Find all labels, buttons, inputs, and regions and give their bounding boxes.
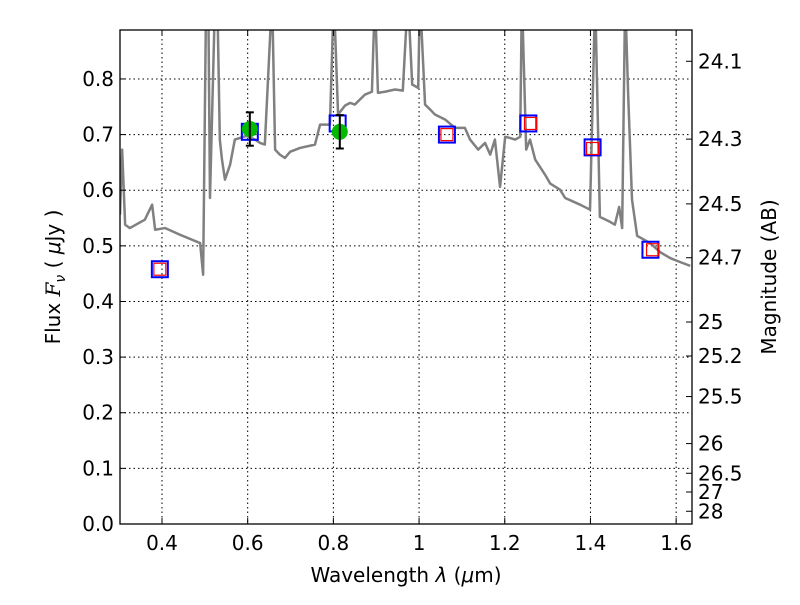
y2-tick-label: 25.2 [698,344,743,368]
model-band-marker [150,260,169,279]
x-tick-label: 0.4 [146,531,178,555]
ticks: 0.4 0.6 0.8 1 1.2 1.4 1.6 0.0 0.1 0.2 0.3 0.4 0.5 0.6… [82,30,743,555]
x-axis-label: Wavelength λ (μm) [310,563,501,587]
y2-tick-label: 25 [698,310,723,334]
y-tick-label: 0.5 [82,234,114,258]
x-tick-label: 1.2 [489,531,521,555]
y2-tick-label: 27 [698,480,723,504]
y2-tick-label: 25.5 [698,385,743,409]
model-point-marker [645,243,660,257]
y-tick-label: 0.1 [82,456,114,480]
y-tick-label: 0.7 [82,123,114,147]
x-tick-label: 0.8 [317,531,349,555]
model-point-marker [440,127,454,142]
y-tick-label: 0.4 [82,289,114,313]
y-tick-label: 0.6 [82,178,114,202]
model-point-marker [523,116,538,131]
model-point-marker [153,262,167,276]
axes-frame [119,29,693,525]
y2-tick-label: 28 [698,499,723,523]
y2-tick-label: 24.5 [698,192,743,216]
y-tick-label: 0.8 [82,67,114,91]
y-tick-label: 0.2 [82,401,114,425]
spectrum-line [120,30,691,277]
model-band-marker [583,138,602,157]
y2-tick-label: 26.5 [698,461,743,485]
model-band-marker [437,125,456,144]
y-tick-label: 0.3 [82,345,114,369]
y2-tick-label: 24.7 [698,246,743,270]
y-tick-label: 0.0 [82,512,114,536]
x-tick-label: 1.4 [575,531,607,555]
y2-tick-label: 26 [698,432,723,456]
plot-area [120,30,691,279]
y2-axis-label: Magnitude (AB) [757,199,781,354]
y2-tick-label: 24.3 [698,127,743,151]
model-point-marker [585,141,600,156]
x-tick-label: 1 [413,531,426,555]
x-tick-label: 1.6 [660,531,692,555]
x-tick-label: 0.6 [232,531,264,555]
y-axis-label: Flux Fν ( μJy ) [41,210,69,345]
plot-content [120,30,691,279]
y2-tick-label: 24.1 [698,49,743,73]
